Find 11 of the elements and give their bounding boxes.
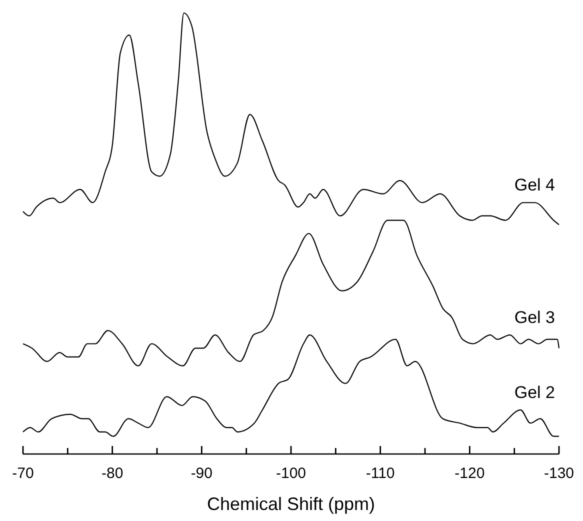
x-tick-label: -130 xyxy=(544,465,574,482)
series-label: Gel 4 xyxy=(514,176,555,195)
series-label: Gel 3 xyxy=(514,308,555,327)
x-tick-label: -100 xyxy=(276,465,306,482)
x-tick-label: -90 xyxy=(190,465,213,482)
x-axis-title: Chemical Shift (ppm) xyxy=(206,494,376,514)
x-tick-label: -110 xyxy=(366,465,395,482)
x-tick-label: -120 xyxy=(454,465,485,482)
x-tick-label: -70 xyxy=(12,465,34,482)
x-tick-label: -80 xyxy=(101,465,124,482)
series-label: Gel 2 xyxy=(514,382,555,402)
